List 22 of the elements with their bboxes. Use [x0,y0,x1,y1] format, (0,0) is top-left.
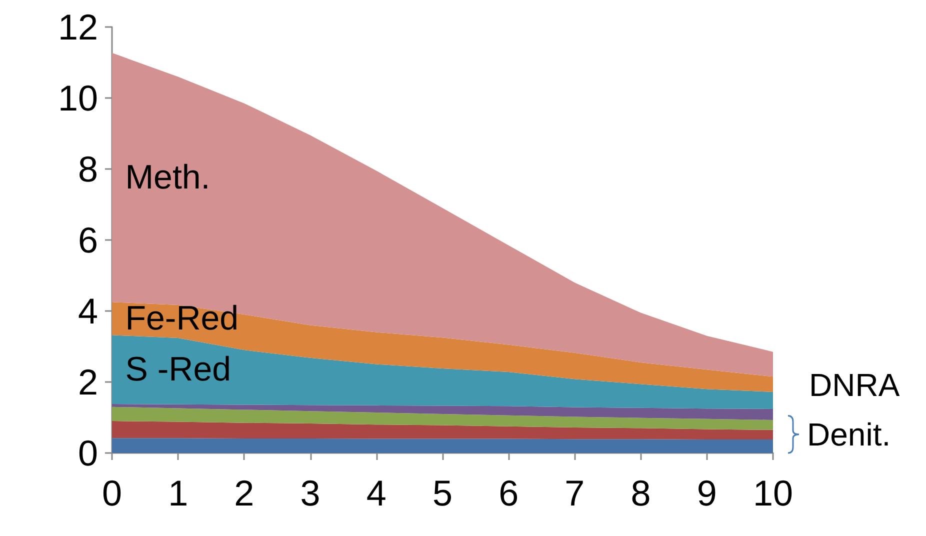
x-tick-label: 9 [696,472,717,514]
series-label: Fe-Red [125,300,239,338]
y-tick-label: 12 [58,6,98,48]
y-tick-label: 2 [78,362,98,402]
x-tick-label: 3 [300,472,320,514]
y-tick-label: 4 [78,290,98,332]
y-tick-label: 10 [58,78,98,118]
x-tick-label: 7 [564,472,585,514]
series-label: S -Red [125,350,232,389]
x-tick-label: 2 [234,472,254,514]
x-tick-label: 4 [366,472,386,514]
x-tick-label: 8 [630,472,651,514]
x-tick-label: 5 [432,472,453,514]
y-tick-label: 8 [78,148,98,190]
x-tick-label: 1 [168,472,188,514]
text: Denit. [807,416,891,452]
y-tick-label: 6 [78,220,98,260]
y-tick-label: 0 [78,432,98,474]
series-label: Meth. [125,158,210,197]
series-label: DNRA [809,366,900,403]
x-tick-label: 6 [498,472,519,514]
x-tick-label: 10 [752,472,794,514]
